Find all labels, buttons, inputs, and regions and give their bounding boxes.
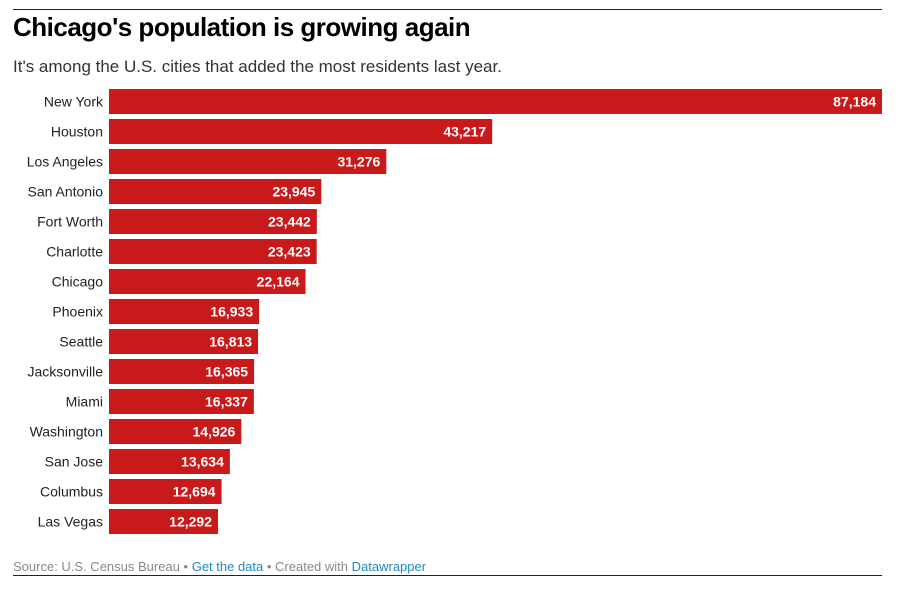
bar <box>109 209 317 234</box>
category-label: Chicago <box>52 274 104 290</box>
value-label: 12,292 <box>169 514 212 530</box>
category-label: Las Vegas <box>38 514 103 530</box>
chart-title: Chicago's population is growing again <box>13 12 471 42</box>
category-label: Phoenix <box>52 304 103 320</box>
bar-chart: New York 87,184 Houston 43,217 Los Angeles 31… <box>27 89 882 534</box>
bar <box>109 329 259 354</box>
bar <box>109 479 222 504</box>
bar <box>109 509 218 534</box>
value-label: 16,813 <box>209 334 252 350</box>
footer-separator: • <box>179 559 192 574</box>
get-the-data-link[interactable]: Get the data <box>191 559 264 574</box>
category-label: Jacksonville <box>28 364 104 380</box>
bar <box>109 239 317 264</box>
category-label: San Antonio <box>27 184 103 200</box>
value-label: 23,442 <box>268 214 311 230</box>
bar <box>109 89 882 114</box>
datawrapper-link[interactable]: Datawrapper <box>351 559 427 574</box>
value-label: 87,184 <box>833 94 876 110</box>
value-label: 16,337 <box>205 394 248 410</box>
category-label: Houston <box>51 124 103 140</box>
bar <box>109 269 306 294</box>
bar <box>109 119 493 144</box>
top-rule <box>13 9 882 10</box>
category-label: New York <box>44 94 104 110</box>
value-label: 16,365 <box>205 364 248 380</box>
bar <box>109 389 254 414</box>
bar <box>109 299 260 324</box>
bar <box>109 359 255 384</box>
bar <box>109 149 387 174</box>
bottom-rule <box>13 575 882 576</box>
value-label: 12,694 <box>173 484 216 500</box>
value-label: 23,945 <box>272 184 315 200</box>
category-label: Los Angeles <box>27 154 103 170</box>
value-label: 16,933 <box>210 304 253 320</box>
category-label: Columbus <box>40 484 103 500</box>
value-label: 14,926 <box>193 424 236 440</box>
value-label: 31,276 <box>337 154 380 170</box>
category-label: San Jose <box>45 454 104 470</box>
category-label: Miami <box>66 394 103 410</box>
bar <box>109 419 242 444</box>
chart-subtitle: It's among the U.S. cities that added th… <box>13 57 502 76</box>
value-label: 22,164 <box>257 274 300 290</box>
chart-footer: Source: U.S. Census Bureau • Get the dat… <box>13 559 426 575</box>
category-label: Washington <box>30 424 103 440</box>
value-label: 23,423 <box>268 244 311 260</box>
source-text: Source: U.S. Census Bureau <box>13 559 180 574</box>
bar <box>109 179 322 204</box>
value-label: 43,217 <box>443 124 486 140</box>
category-label: Charlotte <box>46 244 103 260</box>
bar <box>109 449 230 474</box>
value-label: 13,634 <box>181 454 224 470</box>
created-with-text: • Created with <box>263 559 352 574</box>
category-label: Seattle <box>59 334 103 350</box>
category-label: Fort Worth <box>37 214 103 230</box>
